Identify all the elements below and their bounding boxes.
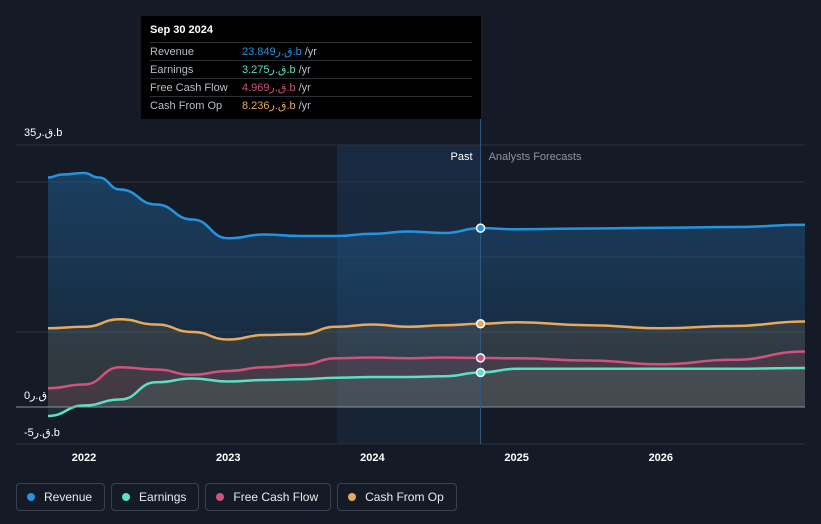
- legend-dot-icon: [348, 493, 357, 501]
- past-label: Past: [451, 151, 473, 163]
- tooltip-row-earnings: Earnings 3.275ق.ر.b /yr: [150, 60, 472, 78]
- legend-label: Earnings: [139, 490, 187, 504]
- area-cash-from-op: [48, 319, 805, 407]
- legend-item-free-cash-flow[interactable]: Free Cash Flow: [205, 483, 332, 511]
- tooltip-row-revenue: Revenue 23.849ق.ر.b /yr: [150, 42, 472, 60]
- legend-item-cash-from-op[interactable]: Cash From Op: [337, 483, 457, 511]
- area-earnings: [48, 368, 805, 416]
- legend-label: Revenue: [44, 490, 93, 504]
- tooltip-unit: /yr: [298, 63, 311, 76]
- marker-earnings: [475, 367, 486, 378]
- line-cash-from-op: [47, 318, 806, 341]
- y-tick-label: 0ق.ر: [24, 390, 47, 402]
- tooltip-unit: /yr: [298, 81, 311, 94]
- legend-item-revenue[interactable]: Revenue: [16, 483, 106, 511]
- tooltip-label: Cash From Op: [150, 99, 223, 112]
- legend-label: Free Cash Flow: [233, 490, 319, 504]
- tooltip-row-free-cash-flow: Free Cash Flow 4.969ق.ر.b /yr: [150, 78, 472, 96]
- tooltip-value: 4.969ق.ر.b: [242, 82, 296, 94]
- line-free-cash-flow: [47, 350, 806, 390]
- tooltip-date: Sep 30 2024: [150, 24, 213, 36]
- tooltip-value: 23.849ق.ر.b: [242, 46, 302, 58]
- tooltip-label: Revenue: [150, 45, 195, 58]
- marker-revenue: [475, 223, 486, 233]
- x-tick-label: 2025: [504, 452, 528, 464]
- line-earnings: [47, 366, 806, 418]
- x-tick-label: 2026: [649, 452, 673, 464]
- legend-dot-icon: [216, 493, 225, 501]
- tooltip-row-cash-from-op: Cash From Op 8.236ق.ر.b /yr: [150, 96, 472, 114]
- tooltip-unit: /yr: [304, 45, 317, 58]
- legend-item-earnings[interactable]: Earnings: [111, 483, 200, 511]
- line-revenue: [47, 171, 806, 240]
- x-tick-label: 2023: [216, 452, 240, 464]
- tooltip-unit: /yr: [298, 99, 311, 112]
- legend: Revenue Earnings Free Cash Flow Cash Fro…: [16, 483, 457, 511]
- legend-label: Cash From Op: [365, 490, 444, 504]
- tooltip-value: 3.275ق.ر.b: [242, 64, 296, 76]
- y-tick-label: -5ق.ر.b: [24, 427, 60, 439]
- marker-free-cash-flow: [475, 353, 486, 363]
- tooltip-value: 8.236ق.ر.b: [242, 100, 296, 112]
- legend-dot-icon: [122, 493, 131, 501]
- x-tick-label: 2024: [360, 452, 385, 464]
- y-tick-label: 35ق.ر.b: [24, 127, 62, 139]
- tooltip-label: Free Cash Flow: [150, 81, 228, 94]
- x-tick-label: 2022: [72, 452, 96, 464]
- area-revenue: [48, 173, 805, 407]
- forecast-label: Analysts Forecasts: [489, 151, 582, 163]
- marker-cash-from-op: [475, 319, 486, 329]
- area-free-cash-flow: [48, 351, 805, 407]
- tooltip-label: Earnings: [150, 63, 194, 76]
- tooltip: Sep 30 2024 Revenue 23.849ق.ر.b /yr Earn…: [141, 16, 481, 119]
- legend-dot-icon: [27, 493, 35, 501]
